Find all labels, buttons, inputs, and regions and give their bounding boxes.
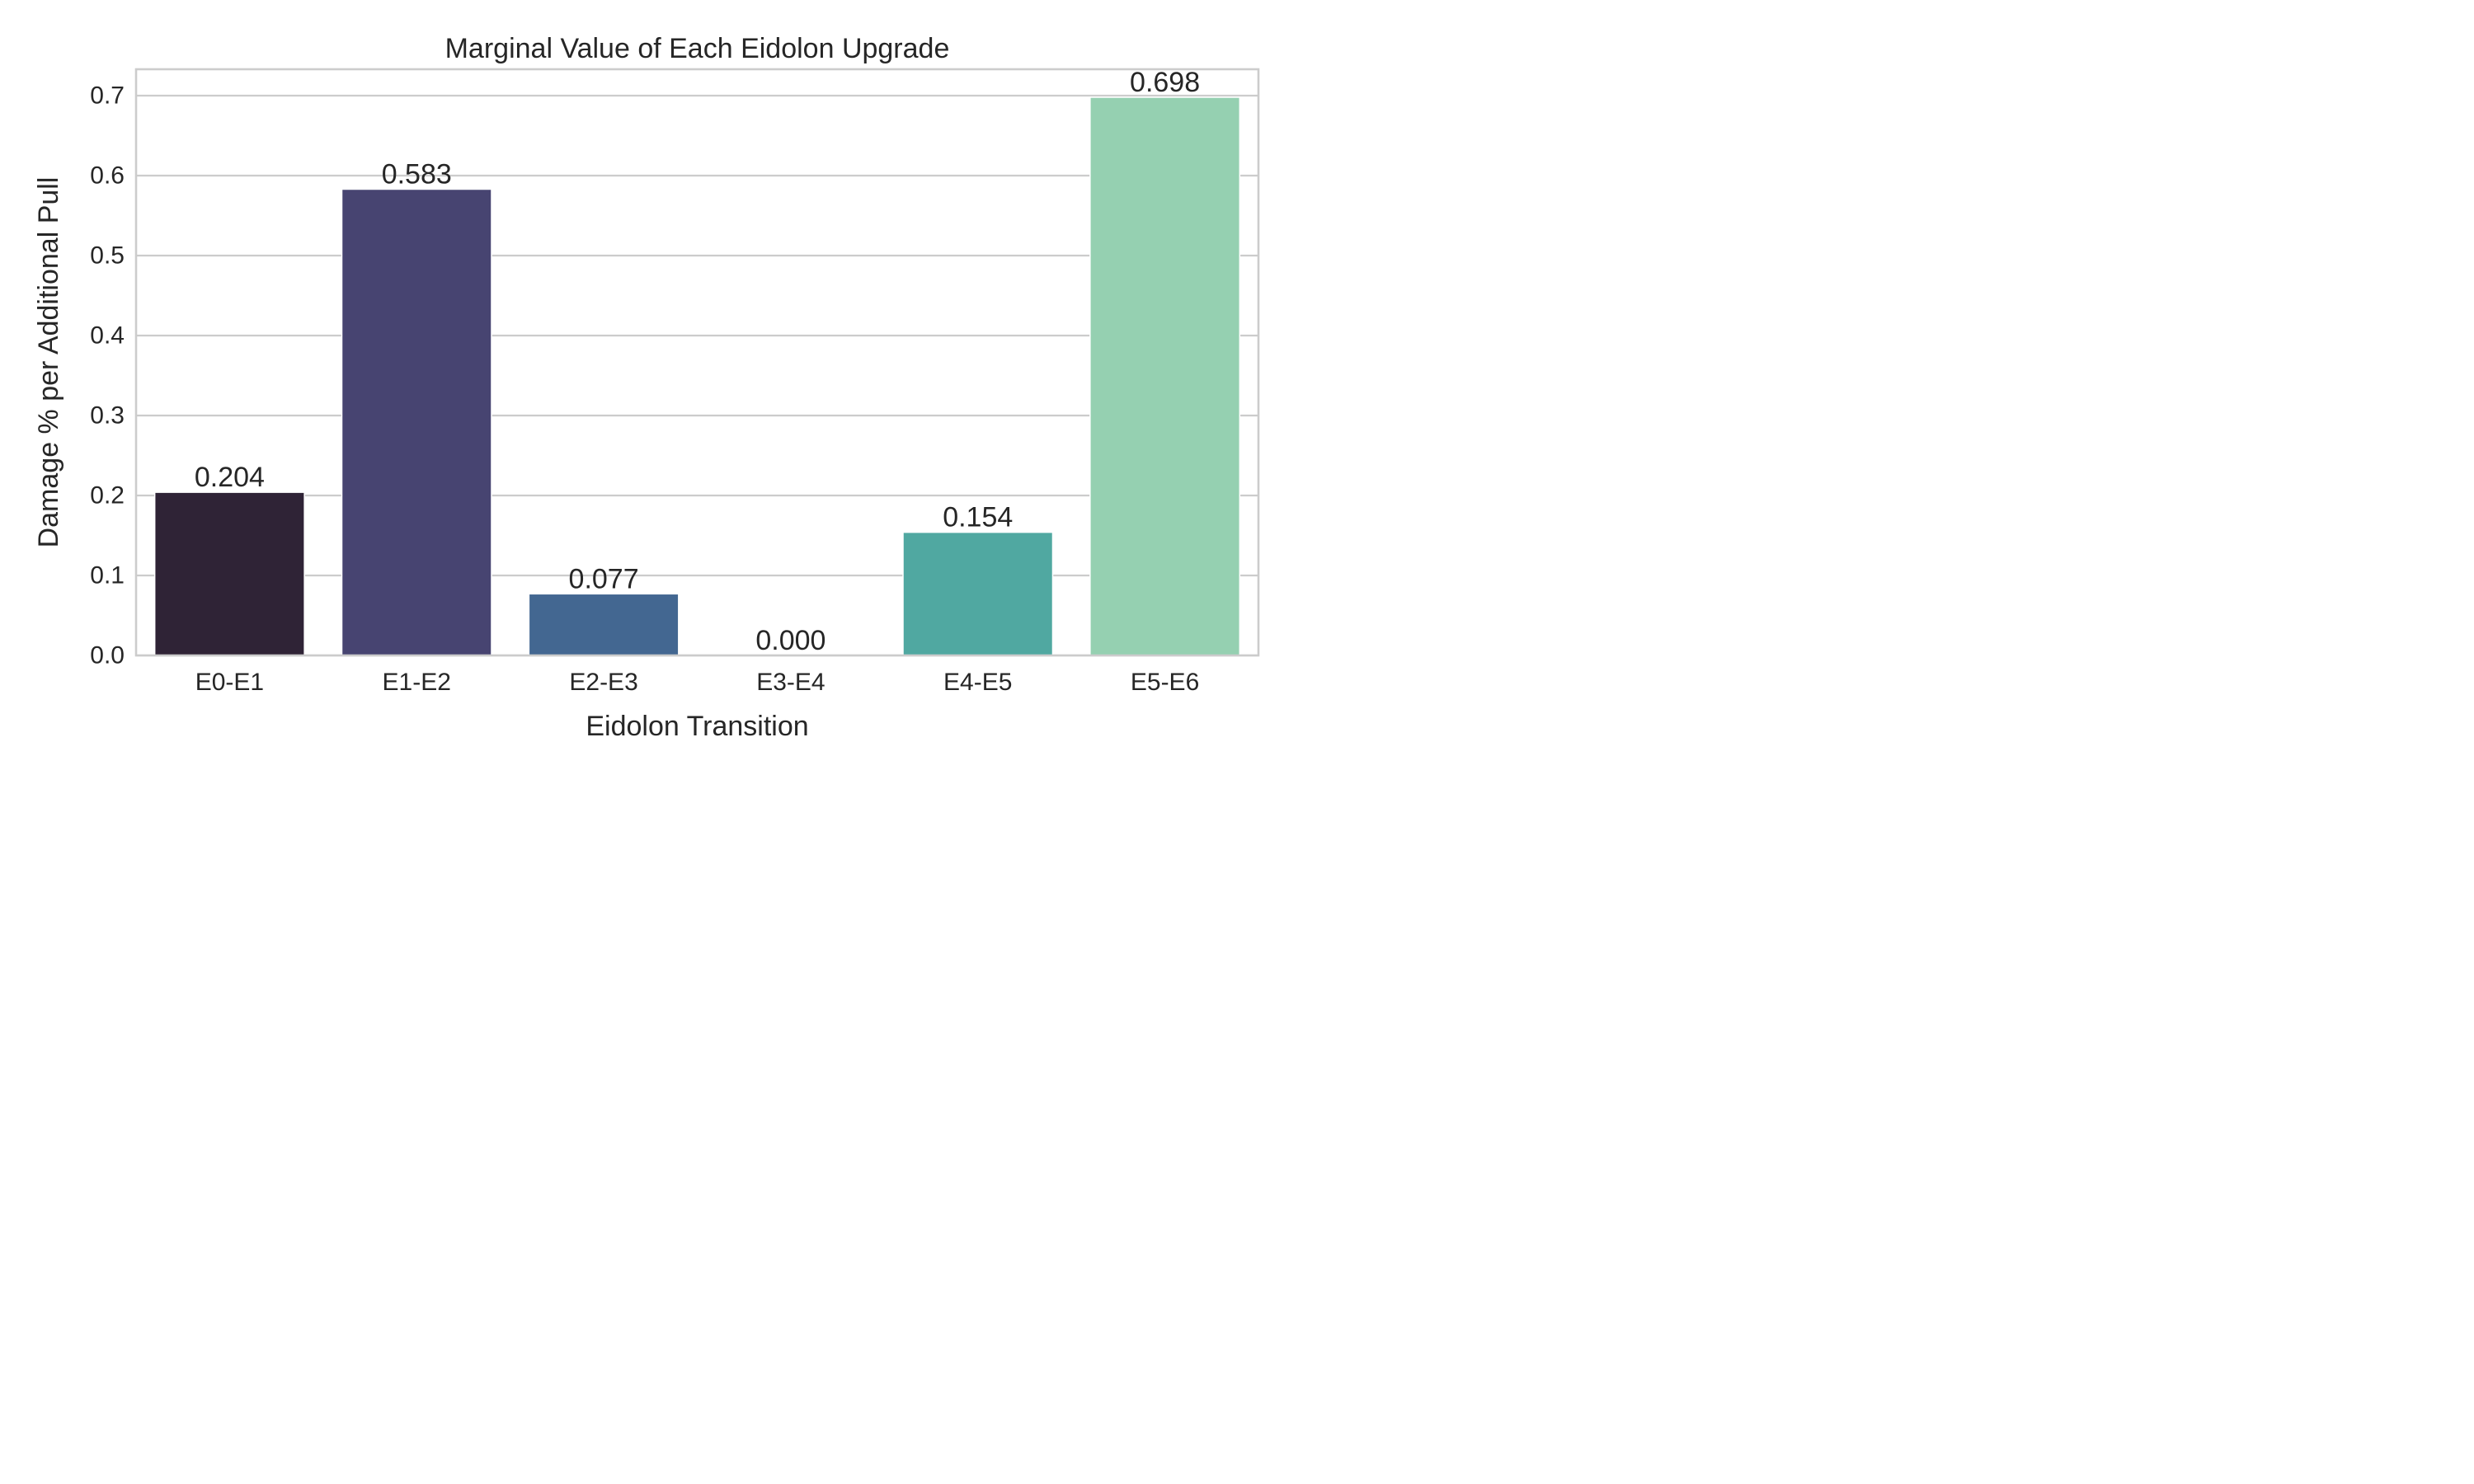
bar-value-label: 0.000 <box>755 625 825 656</box>
y-axis-label: Damage % per Additional Pull <box>33 177 64 548</box>
y-tick-label: 0.7 <box>90 82 125 110</box>
bar-value-label: 0.154 <box>943 502 1013 533</box>
plot-frame <box>134 68 1260 657</box>
y-tick-label: 0.6 <box>90 162 125 190</box>
x-tick-label: E4-E5 <box>943 669 1012 696</box>
y-tick-label: 0.2 <box>90 482 125 510</box>
chart-title: Marginal Value of Each Eidolon Upgrade <box>445 33 950 64</box>
y-tick-label: 0.1 <box>90 562 125 589</box>
x-tick-labels: E0-E1 E1-E2 E2-E3 E3-E4 E4-E5 E5-E6 <box>195 669 1200 696</box>
bars <box>153 96 1241 656</box>
y-tick-label: 0.5 <box>90 242 125 270</box>
y-tick-labels: 0.0 0.1 0.2 0.3 0.4 0.5 0.6 0.7 <box>90 82 125 669</box>
bar-value-labels: 0.204 0.583 0.077 0.000 0.154 0.698 <box>195 67 1200 656</box>
bar-e0-e1 <box>153 491 305 656</box>
y-tick-label: 0.4 <box>90 322 125 350</box>
x-axis-label: Eidolon Transition <box>586 711 808 742</box>
bar-value-label: 0.583 <box>382 158 452 190</box>
bar-chart: 0.0 0.1 0.2 0.3 0.4 0.5 0.6 0.7 E0-E1 E1-E2 E2-E3… <box>0 0 1293 776</box>
x-tick-label: E1-E2 <box>383 669 451 696</box>
bar-value-label: 0.077 <box>569 563 639 594</box>
bar-e2-e3 <box>528 593 680 656</box>
x-tick-label: E2-E3 <box>569 669 637 696</box>
y-tick-label: 0.3 <box>90 402 125 430</box>
bar-value-label: 0.698 <box>1130 67 1200 98</box>
bar-e4-e5 <box>902 531 1054 656</box>
x-tick-label: E5-E6 <box>1131 669 1199 696</box>
bar-e1-e2 <box>341 188 492 656</box>
y-tick-label: 0.0 <box>90 642 125 669</box>
bar-value-label: 0.204 <box>195 462 265 493</box>
x-tick-label: E3-E4 <box>756 669 825 696</box>
bar-e5-e6 <box>1089 96 1241 656</box>
x-tick-label: E0-E1 <box>195 669 264 696</box>
